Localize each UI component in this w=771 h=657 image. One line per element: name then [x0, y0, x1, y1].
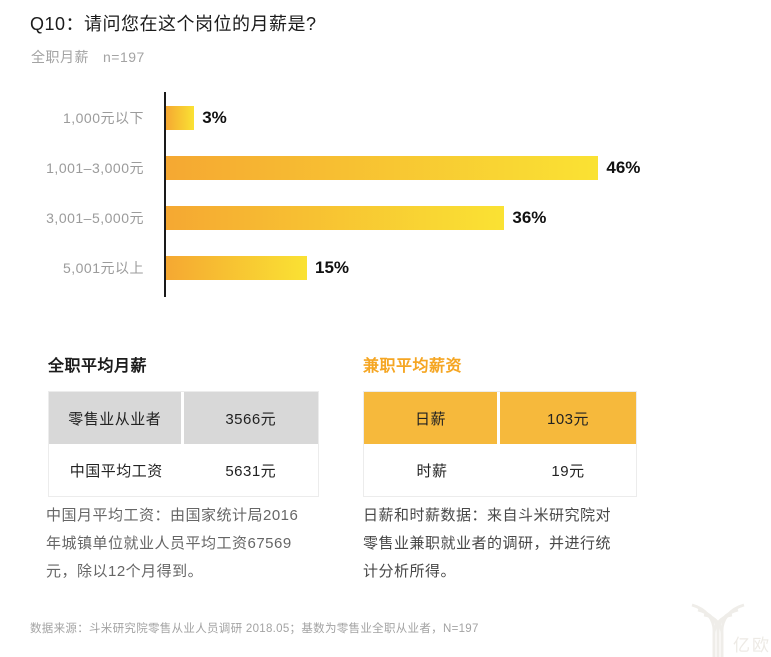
- salary-bar-chart: 1,000元以下 3% 1,001–3,000元 46% 3,001–5,000…: [0, 92, 720, 297]
- bar: [166, 106, 195, 130]
- subtitle-label: 全职月薪: [31, 49, 89, 65]
- category-label: 1,000元以下: [62, 110, 144, 126]
- yiou-logo-icon: [691, 603, 745, 657]
- chart-row: 1,000元以下 3%: [0, 93, 720, 143]
- table-cell-value: 103元: [500, 392, 636, 444]
- category-label: 3,001–5,000元: [46, 210, 144, 226]
- data-source-line: 数据来源：斗米研究院零售从业人员调研 2018.05；基数为零售业全职从业者，N…: [30, 623, 479, 635]
- table-row: 时薪 19元: [364, 444, 636, 496]
- bar-value-label: 3%: [202, 108, 227, 127]
- bar-value-label: 36%: [512, 208, 547, 227]
- page-title: Q10：请问您在这个岗位的月薪是?: [30, 14, 317, 34]
- part-time-footnote: 日薪和时薪数据：来自斗米研究院对零售业兼职就业者的调研，并进行统计分析所得。: [363, 507, 612, 580]
- chart-subtitle: 全职月薪 n=197: [31, 47, 145, 67]
- table-row: 中国平均工资 5631元: [49, 444, 318, 496]
- category-label: 1,001–3,000元: [46, 160, 144, 176]
- bar: [166, 256, 307, 280]
- full-time-salary-table: 全职平均月薪 零售业从业者 3566元 中国平均工资 5631元: [48, 352, 319, 497]
- part-time-salary-table: 兼职平均薪资 日薪 103元 时薪 19元: [363, 352, 637, 497]
- bar: [166, 156, 599, 180]
- table: 日薪 103元 时薪 19元: [363, 391, 637, 497]
- table-cell-label: 日薪: [364, 392, 500, 444]
- table-row: 日薪 103元: [364, 392, 636, 444]
- bar: [166, 206, 505, 230]
- bar-value-label: 46%: [606, 158, 641, 177]
- bar-value-label: 15%: [315, 258, 350, 277]
- category-label: 5,001元以上: [62, 260, 144, 276]
- table-cell-value: 5631元: [183, 444, 318, 496]
- table-cell-label: 中国平均工资: [49, 444, 184, 496]
- full-time-footnote: 中国月平均工资：由国家统计局2016年城镇单位就业人员平均工资67569元，除以…: [46, 507, 299, 580]
- chart-row: 5,001元以上 15%: [0, 243, 720, 293]
- table: 零售业从业者 3566元 中国平均工资 5631元: [48, 391, 319, 497]
- yiou-logo-text: 亿欧: [733, 636, 771, 655]
- table-cell-label: 零售业从业者: [49, 392, 184, 444]
- table-row: 零售业从业者 3566元: [49, 392, 318, 444]
- table-cell-value: 3566元: [183, 392, 318, 444]
- chart-row: 3,001–5,000元 36%: [0, 193, 720, 243]
- brand-watermark: 亿欧: [688, 595, 771, 657]
- table-cell-value: 19元: [500, 444, 636, 496]
- chart-axis-line: [164, 92, 166, 297]
- full-time-table-title: 全职平均月薪: [48, 358, 148, 375]
- part-time-table-title: 兼职平均薪资: [363, 358, 463, 375]
- table-cell-label: 时薪: [364, 444, 500, 496]
- sample-size: n=197: [103, 49, 145, 65]
- chart-row: 1,001–3,000元 46%: [0, 143, 720, 193]
